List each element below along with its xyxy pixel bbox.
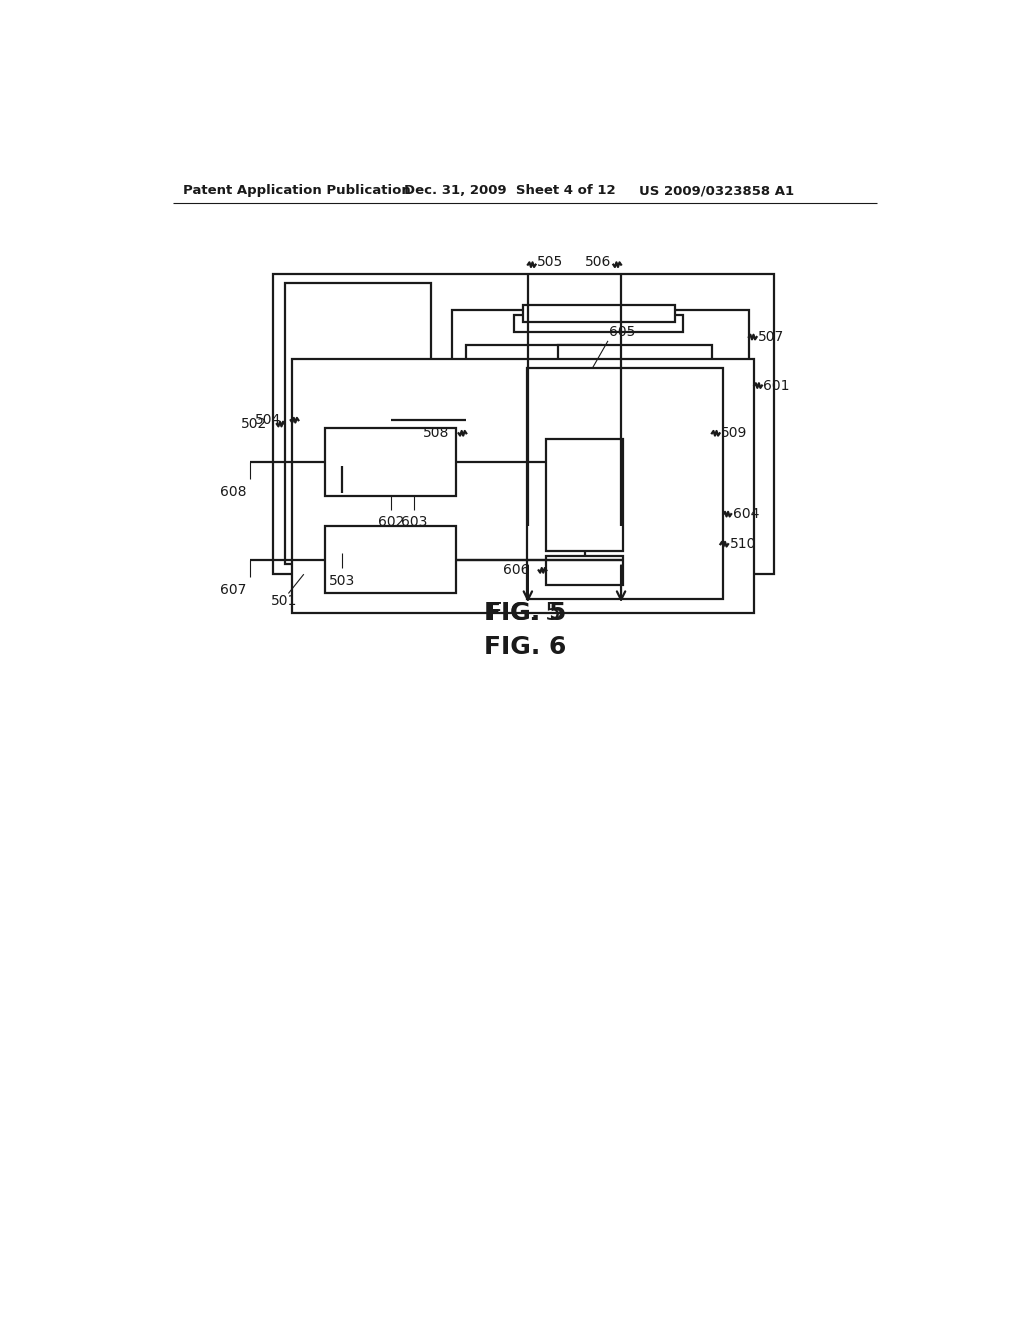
Bar (310, 385, 379, 455)
Bar (326, 525, 457, 594)
Bar (478, 395, 528, 507)
Bar (523, 305, 675, 322)
Text: Dec. 31, 2009  Sheet 4 of 12: Dec. 31, 2009 Sheet 4 of 12 (403, 185, 615, 197)
Bar (547, 556, 624, 585)
Text: 509: 509 (721, 426, 748, 441)
Text: FIG. 5: FIG. 5 (488, 601, 561, 624)
Text: 606: 606 (503, 564, 529, 577)
Bar (292, 359, 755, 612)
Text: US 2009/0323858 A1: US 2009/0323858 A1 (639, 185, 794, 197)
Text: 505: 505 (538, 255, 563, 269)
Text: 502: 502 (242, 417, 267, 432)
Bar (326, 428, 457, 496)
Bar (298, 374, 391, 466)
Text: 510: 510 (730, 537, 756, 552)
Bar (306, 492, 379, 553)
Text: 601: 601 (764, 379, 790, 392)
Bar (514, 314, 683, 331)
Text: 503: 503 (329, 574, 355, 589)
Bar (453, 310, 749, 553)
Text: 607: 607 (220, 582, 246, 597)
Text: Patent Application Publication: Patent Application Publication (183, 185, 411, 197)
Text: 506: 506 (586, 255, 611, 269)
Bar (466, 525, 720, 562)
Bar (547, 440, 624, 552)
Text: 504: 504 (255, 413, 282, 428)
Text: 604: 604 (733, 507, 759, 521)
Text: 602: 602 (378, 515, 404, 529)
Text: 603: 603 (400, 515, 427, 529)
Bar (273, 275, 773, 574)
Bar (591, 395, 641, 507)
Text: 501: 501 (271, 594, 298, 609)
Text: FIG. 5: FIG. 5 (483, 601, 566, 624)
Bar (466, 345, 601, 521)
Text: 508: 508 (423, 426, 450, 441)
Text: 507: 507 (758, 330, 784, 345)
Text: FIG. 6: FIG. 6 (483, 635, 566, 660)
Text: 605: 605 (609, 325, 636, 339)
Bar (285, 284, 431, 564)
Bar (527, 368, 724, 599)
Bar (558, 345, 712, 521)
Text: 608: 608 (219, 484, 246, 499)
